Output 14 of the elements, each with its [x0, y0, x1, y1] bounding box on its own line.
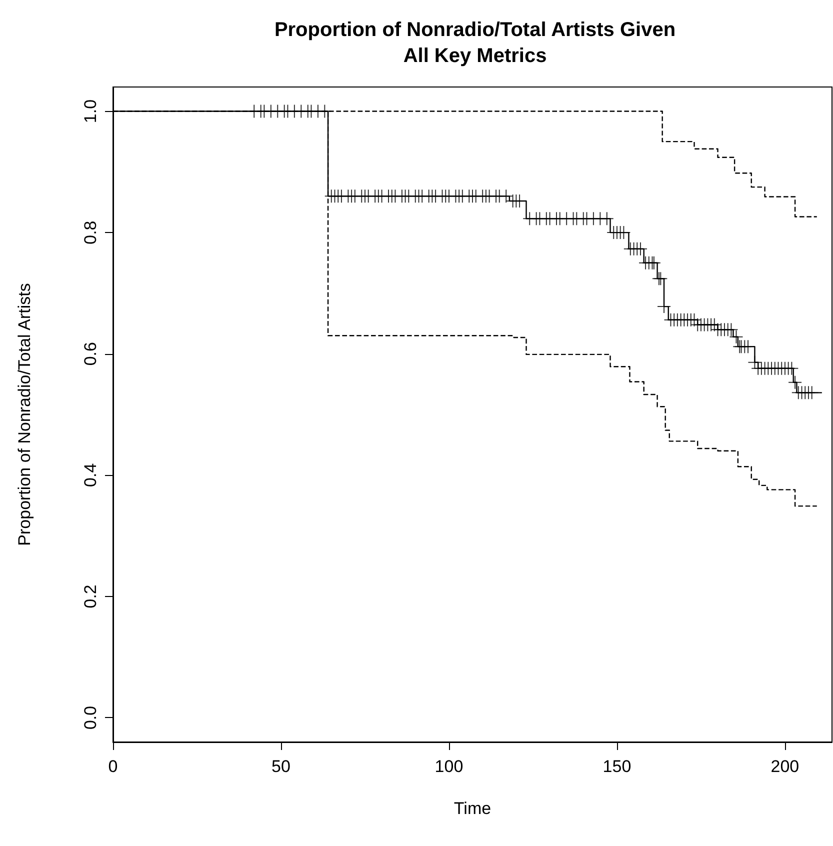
y-axis-title: Proportion of Nonradio/Total Artists [15, 283, 34, 546]
x-axis-title: Time [454, 799, 492, 818]
chart-title: Proportion of Nonradio/Total Artists Given All Key Metrics [274, 19, 676, 67]
x-tick-label: 150 [602, 757, 632, 776]
x-tick-label: 0 [108, 757, 118, 776]
x-tick-label: 200 [770, 757, 800, 776]
y-tick-label: 1.0 [81, 99, 100, 124]
x-tick-label: 50 [272, 757, 290, 776]
y-tick-label: 0.8 [81, 220, 100, 244]
y-tick-label: 0.2 [81, 584, 100, 608]
y-tick-label: 0.0 [81, 706, 100, 730]
y-tick-label: 0.6 [81, 342, 100, 366]
x-tick-label: 100 [434, 757, 464, 776]
y-tick-label: 0.4 [81, 463, 100, 487]
